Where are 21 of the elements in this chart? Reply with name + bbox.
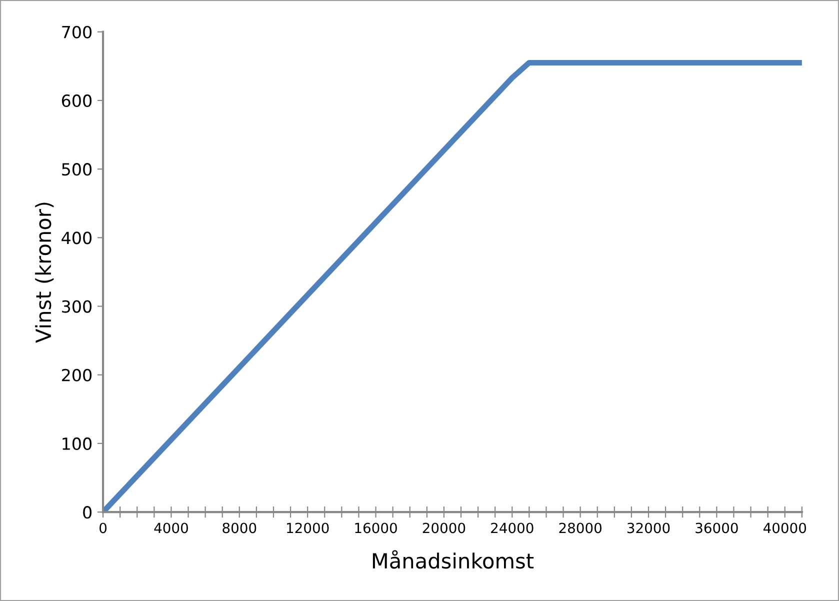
x-tick-label: 8000 [222, 522, 256, 534]
x-tick-label: 4000 [154, 522, 188, 534]
x-tick-label: 0 [100, 522, 107, 534]
x-tick-label: 28000 [559, 522, 602, 534]
x-tick-label: 12000 [287, 522, 329, 534]
x-tick-label: 20000 [422, 522, 466, 534]
y-tick-label: 700 [62, 26, 92, 38]
y-tick-label: 0 [83, 506, 92, 519]
x-tick-label: 24000 [491, 522, 534, 534]
x-tick-label: 32000 [627, 522, 670, 534]
y-tick-label: 200 [62, 368, 92, 382]
x-tick-label: 36000 [696, 522, 738, 534]
y-tick-label: 600 [62, 94, 92, 108]
x-tick-label: 40000 [763, 522, 806, 534]
y-tick-label: 300 [62, 300, 92, 313]
x-axis-title: Månadsinkomst [372, 550, 534, 569]
x-tick-label: 16000 [355, 522, 397, 534]
y-tick-label: 400 [62, 232, 92, 244]
y-tick-label: 500 [62, 163, 92, 176]
y-tick-label: 100 [62, 437, 92, 450]
y-axis-title: Vinst (kronor) [35, 202, 54, 343]
